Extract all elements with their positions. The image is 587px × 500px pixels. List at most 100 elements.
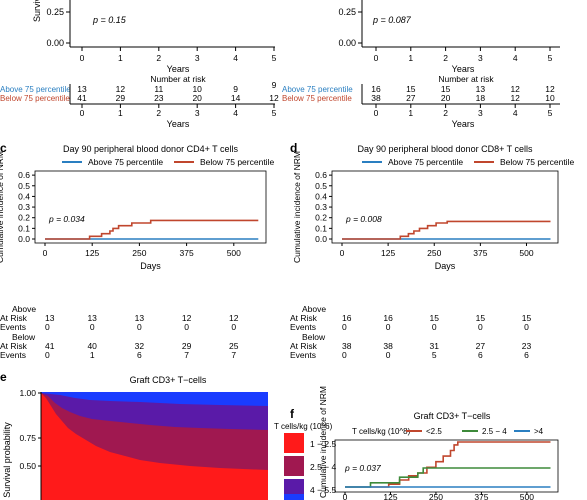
panel-a-risk-row-label: Above 75 percentile [0, 85, 71, 94]
panel-a-xtick-label: 4 [233, 53, 238, 63]
panel-a-xtick-label: 0 [80, 53, 85, 63]
panel-c-risk-atrisk: 29 [182, 341, 192, 351]
panel-b-xtick-label: 1 [408, 53, 413, 63]
panel-f-series-green [345, 467, 551, 488]
panel-b-risk-row-label: Below 75 percentile [282, 94, 352, 103]
panel-b-risk-value: 20 [441, 93, 451, 103]
panel-b-xtick-label: 2 [443, 53, 448, 63]
panel-f-xtick-label: 125 [383, 492, 397, 500]
panel-a-ytick-label: 0.25 [46, 7, 64, 17]
panel-b-risk-value: 27 [406, 93, 416, 103]
panel-d-risk-events-label: Events [290, 350, 316, 360]
panel-a-risk-xlabel: Years [167, 119, 190, 129]
panel-c-title: Day 90 peripheral blood donor CD4+ T cel… [63, 144, 239, 154]
panel-a-risk-value: 14 [231, 93, 241, 103]
panel-c-risk-atrisk: 12 [182, 313, 192, 323]
panel-c-xtick-label: 250 [132, 248, 146, 258]
panel-c-pvalue: p = 0.034 [48, 214, 85, 224]
panel-d-risk-events: 5 [432, 350, 437, 360]
panel-b-risk-value: 13 [476, 84, 486, 94]
panel-c-risk-events: 0 [90, 322, 95, 332]
panel-d-ytick-label: 0.3 [315, 202, 327, 212]
panel-a-xlabel: Years [167, 64, 190, 74]
panel-a-risk-xtick-label: 0 [80, 108, 85, 118]
panel-b-risk-value: 18 [476, 93, 486, 103]
panel-e-legend-label: 2.5 − 4 [310, 462, 337, 472]
panel-d-risk-atrisk: 16 [383, 313, 393, 323]
panel-c-risk-events: 7 [231, 350, 236, 360]
panel-b-xlabel: Years [452, 64, 475, 74]
panel-a-risk-xtick-label: 4 [233, 108, 238, 118]
panel-d-risk-atrisk-label: At Risk [290, 341, 318, 351]
panel-c-risk-atrisk: 13 [87, 313, 97, 323]
panel-f-xtick-label: 500 [520, 492, 534, 500]
panel-b-risk-xtick-label: 3 [478, 108, 483, 118]
panel-c-ytick-label: 0.1 [18, 223, 30, 233]
panel-c-risk-atrisk-label: At Risk [0, 313, 28, 323]
panel-e-letter: e [0, 370, 7, 384]
panel-d-risk-group: Above [302, 304, 326, 314]
panel-f-legend-label: >4 [534, 427, 544, 436]
panel-d-risk-atrisk-label: At Risk [290, 313, 318, 323]
panel-b-xtick-label: 0 [374, 53, 379, 63]
panel-b-risk-value: 15 [441, 84, 451, 94]
panel-c-risk-events: 1 [90, 350, 95, 360]
panel-c-letter: c [0, 141, 7, 155]
panel-a-risk-value: 23 [154, 93, 164, 103]
panel-a-risk-xtick-label: 3 [195, 108, 200, 118]
panel-c-risk-events: 7 [184, 350, 189, 360]
panel-c-risk-events: 0 [45, 322, 50, 332]
panel-b-risk-value: 12 [545, 84, 555, 94]
panel-f-legend-title: T cells/kg (10^8) [352, 427, 411, 436]
panel-d-pvalue: p = 0.008 [345, 214, 382, 224]
panel-c-legend-above: Above 75 percentile [88, 157, 163, 167]
panel-c-ytick-label: 0.0 [18, 234, 30, 244]
panel-f-legend-label: <2.5 [426, 427, 442, 436]
panel-b-risk-value: 16 [371, 84, 381, 94]
panel-d-risk-atrisk: 23 [522, 341, 532, 351]
panel-b-risk-value: 12 [510, 84, 520, 94]
panel-a-ytick-label: 0.00 [46, 38, 64, 48]
panel-d-title: Day 90 peripheral blood donor CD8+ T cel… [357, 144, 533, 154]
panel-a-risk-value: 20 [192, 93, 202, 103]
panel-c-ytick-label: 0.6 [18, 170, 30, 180]
panel-c-risk-atrisk: 13 [135, 313, 145, 323]
panel-c-xtick-label: 0 [43, 248, 48, 258]
panel-d-series-below [342, 220, 551, 240]
panel-d-risk-events: 0 [386, 350, 391, 360]
panel-b-xtick-label: 3 [478, 53, 483, 63]
panel-c-risk-events: 0 [231, 322, 236, 332]
panel-f-frame [334, 439, 559, 493]
panel-b-risk-value: 12 [510, 93, 520, 103]
panel-a-risk-value: 9 [272, 80, 277, 90]
panel-d-ytick-label: 0.1 [315, 223, 327, 233]
panel-d-risk-events: 0 [478, 322, 483, 332]
panel-d-ytick-label: 0.4 [315, 191, 327, 201]
panel-b-risk-xtick-label: 4 [513, 108, 518, 118]
panel-e-ytick-label: 0.75 [19, 433, 36, 443]
panel-c-risk-events: 0 [184, 322, 189, 332]
panel-a-risk-value: 10 [192, 84, 202, 94]
panel-d-ytick-label: 0.0 [315, 234, 327, 244]
panel-d-xtick-label: 375 [473, 248, 487, 258]
panel-f-xtick-label: 0 [343, 492, 348, 500]
panel-a-xtick-label: 2 [156, 53, 161, 63]
panel-d-risk-atrisk: 27 [476, 341, 486, 351]
panel-b-risk-xtick-label: 1 [408, 108, 413, 118]
panel-b-xtick-label: 4 [513, 53, 518, 63]
panel-a-risk-value: 29 [116, 93, 126, 103]
panel-d-xlabel: Days [435, 261, 456, 271]
panel-f-ylabel: Cumulative incidence of NRM [318, 386, 328, 498]
panel-d-risk-events: 0 [524, 322, 529, 332]
panel-b-risk-value: 10 [545, 93, 555, 103]
panel-f-xtick-label: 250 [429, 492, 443, 500]
panel-d-legend-below: Below 75 percentile [500, 157, 574, 167]
panel-d-risk-atrisk: 15 [476, 313, 486, 323]
panel-d-xtick-label: 125 [381, 248, 395, 258]
panel-d-risk-events-label: Events [290, 322, 316, 332]
panel-e-ytick-label: 1.00 [19, 388, 36, 398]
panel-a-risk-xtick-label: 2 [156, 108, 161, 118]
panel-d-ylabel: Cumulative incidence of NRM [292, 151, 302, 263]
panel-c-ytick-label: 0.3 [18, 202, 30, 212]
panel-b-risk-value: 15 [406, 84, 416, 94]
